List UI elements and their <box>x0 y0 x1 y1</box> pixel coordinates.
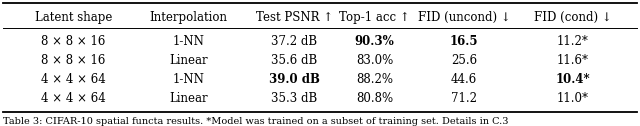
Text: Top-1 acc ↑: Top-1 acc ↑ <box>339 10 410 24</box>
Text: 4 × 4 × 64: 4 × 4 × 64 <box>41 73 106 86</box>
Text: 39.0 dB: 39.0 dB <box>269 73 320 86</box>
Text: 8 × 8 × 16: 8 × 8 × 16 <box>42 54 106 67</box>
Text: 44.6: 44.6 <box>451 73 477 86</box>
Text: 37.2 dB: 37.2 dB <box>271 35 317 48</box>
Text: 4 × 4 × 64: 4 × 4 × 64 <box>41 92 106 105</box>
Text: 25.6: 25.6 <box>451 54 477 67</box>
Text: 71.2: 71.2 <box>451 92 477 105</box>
Text: 83.0%: 83.0% <box>356 54 393 67</box>
Text: Latent shape: Latent shape <box>35 10 112 24</box>
Text: 35.6 dB: 35.6 dB <box>271 54 317 67</box>
Text: Linear: Linear <box>170 92 208 105</box>
Text: 11.6*: 11.6* <box>557 54 589 67</box>
Text: 88.2%: 88.2% <box>356 73 393 86</box>
Text: 8 × 8 × 16: 8 × 8 × 16 <box>42 35 106 48</box>
Text: 1-NN: 1-NN <box>173 35 205 48</box>
Text: Interpolation: Interpolation <box>150 10 228 24</box>
Text: 80.8%: 80.8% <box>356 92 393 105</box>
Text: 10.4*: 10.4* <box>556 73 590 86</box>
Text: 11.0*: 11.0* <box>557 92 589 105</box>
Text: FID (uncond) ↓: FID (uncond) ↓ <box>418 10 510 24</box>
Text: 35.3 dB: 35.3 dB <box>271 92 317 105</box>
Text: FID (cond) ↓: FID (cond) ↓ <box>534 10 612 24</box>
Text: 16.5: 16.5 <box>450 35 478 48</box>
Text: 1-NN: 1-NN <box>173 73 205 86</box>
Text: 90.3%: 90.3% <box>355 35 394 48</box>
Text: Test PSNR ↑: Test PSNR ↑ <box>256 10 333 24</box>
Text: 11.2*: 11.2* <box>557 35 589 48</box>
Text: Table 3: CIFAR-10 spatial functa results. *Model was trained on a subset of trai: Table 3: CIFAR-10 spatial functa results… <box>3 117 509 126</box>
Text: Linear: Linear <box>170 54 208 67</box>
